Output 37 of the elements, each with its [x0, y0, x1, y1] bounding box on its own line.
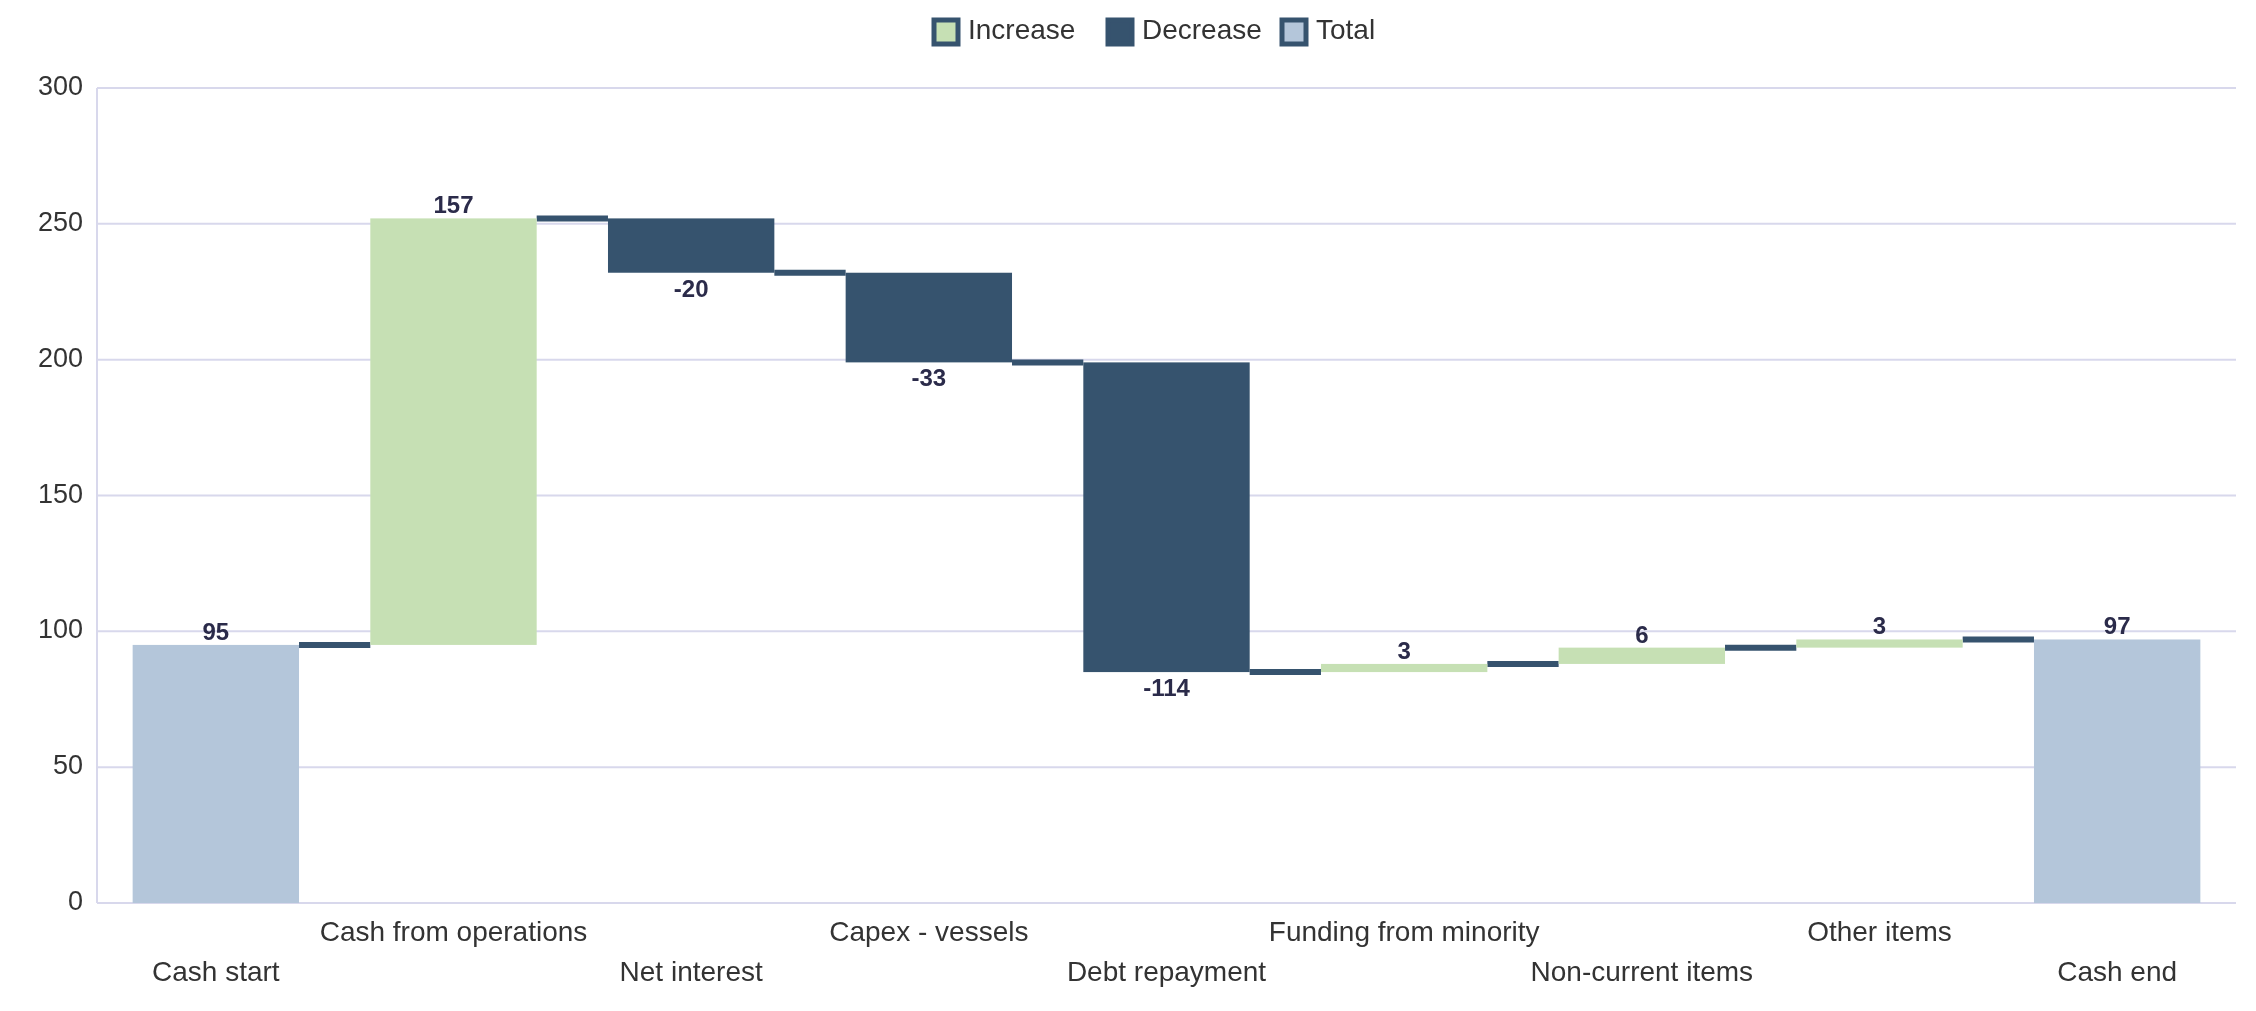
bar — [370, 218, 537, 645]
data-label: 3 — [1872, 612, 1887, 640]
bar — [1083, 362, 1250, 673]
legend-label: Decrease — [1142, 14, 1262, 46]
data-label: -33 — [911, 364, 947, 392]
y-tick-label: 250 — [37, 206, 83, 237]
x-tick-label: Net interest — [619, 956, 763, 987]
x-tick-label: Non-current items — [1530, 956, 1754, 987]
data-label: 97 — [2103, 612, 2131, 640]
x-tick-label: Capex - vessels — [829, 916, 1029, 947]
y-tick-label: 300 — [37, 71, 83, 102]
data-label: 6 — [1635, 620, 1649, 648]
x-tick-label: Funding from minority — [1268, 916, 1540, 947]
legend-label: Total — [1316, 14, 1376, 46]
data-label: -114 — [1143, 674, 1191, 702]
y-tick-label: 200 — [37, 342, 83, 373]
bar — [132, 644, 300, 903]
data-label: 3 — [1397, 636, 1411, 664]
bar — [845, 272, 1013, 363]
x-tick-label: Cash from operations — [319, 916, 588, 947]
y-tick-label: 50 — [52, 750, 83, 781]
x-tick-label: Other items — [1807, 916, 1952, 947]
bar — [1320, 663, 1488, 673]
y-tick-label: 100 — [37, 614, 83, 645]
y-tick-label: 0 — [67, 886, 83, 917]
data-label: -20 — [673, 274, 709, 302]
legend-label: Increase — [968, 14, 1076, 46]
y-tick-label: 150 — [37, 478, 83, 509]
data-label: 157 — [433, 191, 474, 219]
bar — [607, 218, 775, 273]
bar — [1796, 639, 1963, 648]
data-label: 95 — [202, 617, 230, 645]
x-tick-label: Debt repayment — [1066, 956, 1267, 987]
bar — [2033, 639, 2201, 903]
x-tick-label: Cash start — [152, 956, 280, 987]
x-tick-label: Cash end — [2057, 956, 2178, 987]
bar — [1558, 647, 1726, 664]
